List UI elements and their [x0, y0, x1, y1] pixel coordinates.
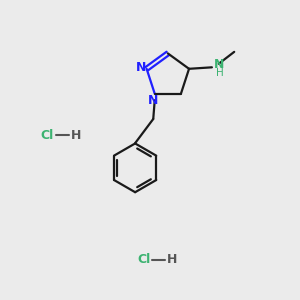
Text: Cl: Cl	[137, 254, 151, 266]
Text: Cl: Cl	[41, 129, 54, 142]
Text: N: N	[214, 58, 224, 71]
Text: H: H	[167, 254, 178, 266]
Text: H: H	[216, 68, 224, 78]
Text: N: N	[148, 94, 158, 107]
Text: H: H	[70, 129, 81, 142]
Text: N: N	[136, 61, 146, 74]
